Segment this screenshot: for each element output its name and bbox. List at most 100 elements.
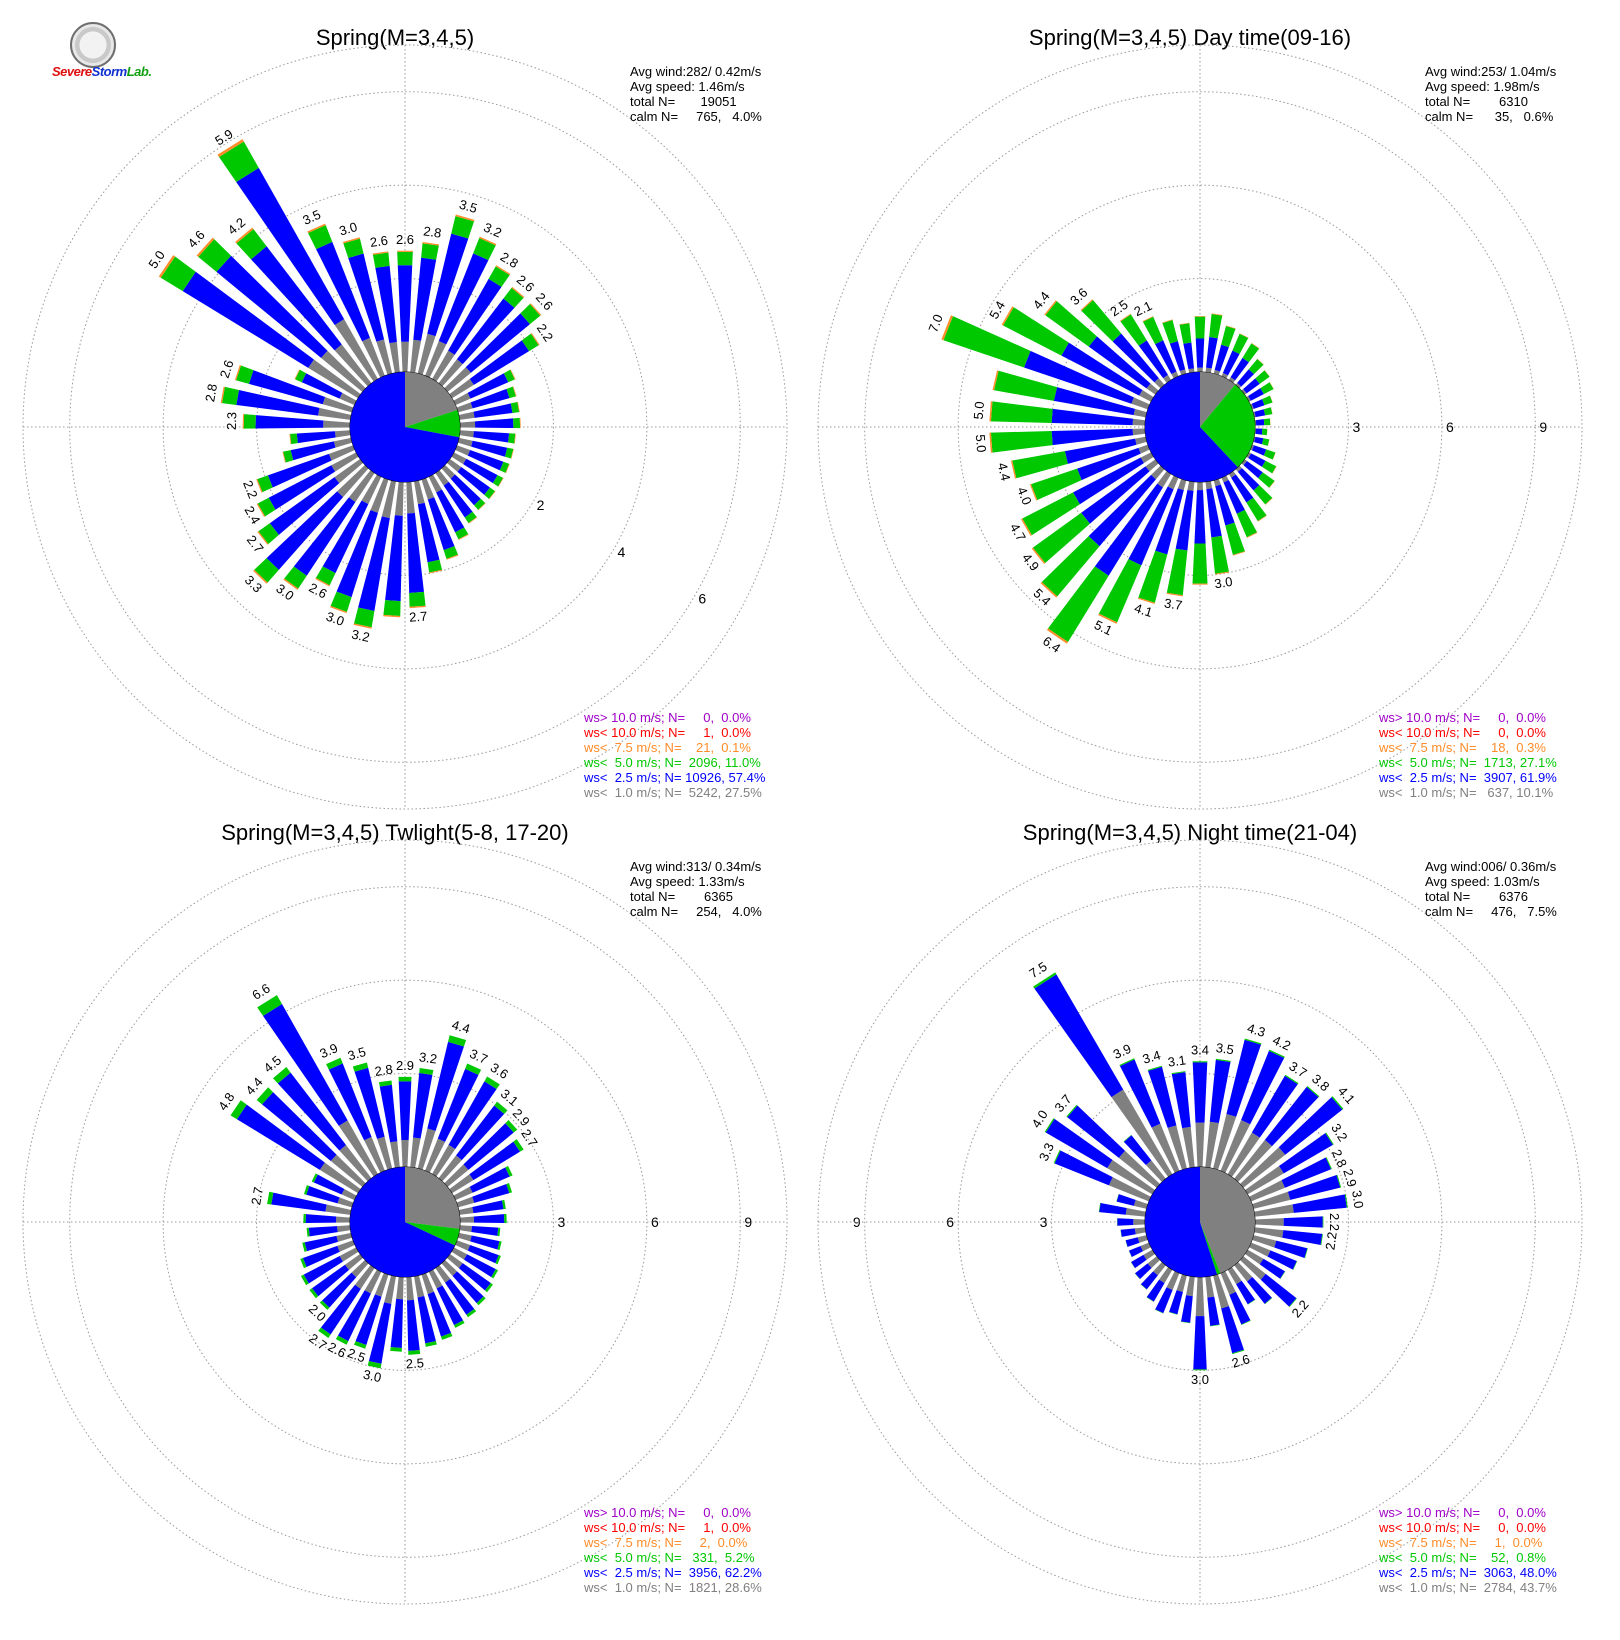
petal-segment — [217, 139, 244, 157]
petal-segment — [1250, 403, 1254, 410]
petal — [451, 1247, 499, 1279]
petal-label: 3.2 — [481, 220, 504, 241]
speed-class-legend: ws> 10.0 m/s; N= 0, 0.0% — [1378, 1505, 1546, 1520]
stats-line: Avg speed: 1.03m/s — [1425, 874, 1540, 889]
grid-ring — [256, 278, 554, 576]
petal: 2.7 — [244, 458, 364, 556]
petal-segment — [266, 491, 344, 570]
petal-segment — [1140, 1242, 1152, 1252]
petal-segment — [1145, 459, 1159, 472]
petal-segment — [397, 251, 413, 266]
petal-segment — [348, 253, 385, 342]
petal-label: 3.4 — [1141, 1047, 1163, 1066]
petal — [1205, 1276, 1220, 1327]
petal-segment — [443, 546, 459, 559]
petal-segment — [283, 450, 294, 463]
petal — [1146, 1266, 1173, 1302]
petal-segment — [1022, 492, 1080, 536]
stats-line: Avg speed: 1.98m/s — [1425, 79, 1540, 94]
petal: 5.1 — [1092, 475, 1179, 638]
petal-segment — [1032, 512, 1090, 564]
petal: 2.9 — [396, 1058, 414, 1168]
petal-segment — [1263, 449, 1276, 460]
petal-segment — [413, 1072, 433, 1139]
chart-title: Spring(M=3,4,5) — [316, 25, 474, 50]
petal — [1250, 395, 1273, 410]
petal-segment — [417, 1296, 436, 1344]
petal-segment — [1046, 628, 1069, 644]
petal-segment — [1258, 472, 1275, 488]
petal-segment — [1261, 438, 1270, 446]
petal-segment — [220, 386, 225, 404]
petal-segment — [1134, 1273, 1141, 1280]
petal-segment — [323, 420, 351, 428]
petal-segment — [257, 497, 276, 517]
petal-segment — [1142, 316, 1154, 322]
petal-segment — [268, 465, 336, 510]
petal: 2.7 — [248, 1186, 352, 1215]
petal-segment — [337, 1197, 354, 1208]
petal-segment — [520, 304, 541, 325]
petal-segment — [330, 591, 352, 612]
petal-segment — [1142, 316, 1164, 345]
petal-label: 2.8 — [422, 223, 442, 240]
petal-segment — [1195, 1122, 1205, 1168]
petal-segment — [1010, 460, 1017, 479]
petal-segment — [342, 237, 360, 244]
petal-segment — [941, 315, 953, 341]
petal-segment — [1111, 1089, 1173, 1178]
petal: 4.4 — [995, 436, 1148, 482]
petal-segment — [1215, 484, 1235, 526]
stats-line: calm N= 765, 4.0% — [630, 109, 762, 124]
petal-segment — [316, 241, 370, 342]
petal-label: 2.8 — [498, 249, 521, 271]
petal-label: 2.6 — [1230, 1351, 1252, 1370]
petal — [1241, 459, 1275, 488]
petal-segment — [438, 359, 463, 387]
petal-segment — [1117, 1218, 1134, 1226]
petal-segment — [1154, 1309, 1164, 1314]
ring-tick-label: 3 — [1353, 419, 1361, 435]
petal-segment — [394, 481, 404, 516]
petal-segment — [458, 411, 475, 420]
petal-segment — [467, 1244, 499, 1264]
petal-segment — [383, 600, 401, 617]
stats-line: Avg wind:282/ 0.42m/s — [630, 64, 762, 79]
petal-segment — [1231, 474, 1254, 503]
petal-segment — [236, 229, 267, 260]
petal-segment — [504, 1213, 507, 1223]
petal-segment — [234, 365, 241, 381]
petal-segment — [1133, 1218, 1146, 1226]
petal-segment — [1227, 1266, 1242, 1285]
petal-segment — [1033, 972, 1057, 989]
petal-segment — [425, 1341, 437, 1347]
petal-segment — [444, 1164, 469, 1188]
petal-segment — [236, 1104, 325, 1170]
petal — [309, 1253, 364, 1299]
petal-segment — [318, 407, 352, 420]
petal-label: 4.0 — [1014, 485, 1035, 507]
petal-segment — [1182, 1126, 1195, 1168]
petal — [1241, 370, 1270, 395]
petal-segment — [1262, 395, 1273, 406]
petal-label: 5.4 — [986, 298, 1008, 321]
petal-segment — [488, 266, 510, 287]
petal-segment — [467, 449, 504, 471]
petal-segment — [495, 265, 511, 276]
petal-segment — [337, 1225, 351, 1233]
petal-segment — [465, 313, 531, 373]
petal — [1252, 436, 1270, 446]
petal: 3.9 — [1111, 1041, 1180, 1174]
petal-segment — [290, 441, 336, 461]
petal-segment — [182, 271, 314, 368]
petal-segment — [384, 1275, 396, 1304]
petal-segment — [337, 1290, 371, 1342]
petal-segment — [1205, 480, 1213, 490]
petal-label: 2.5 — [1107, 297, 1130, 320]
petal-segment — [1080, 299, 1094, 311]
petal — [282, 437, 353, 463]
petal-segment — [456, 402, 473, 413]
petal-segment — [1031, 468, 1082, 501]
petal-segment — [1066, 1104, 1078, 1118]
petal-segment — [1264, 1297, 1273, 1305]
